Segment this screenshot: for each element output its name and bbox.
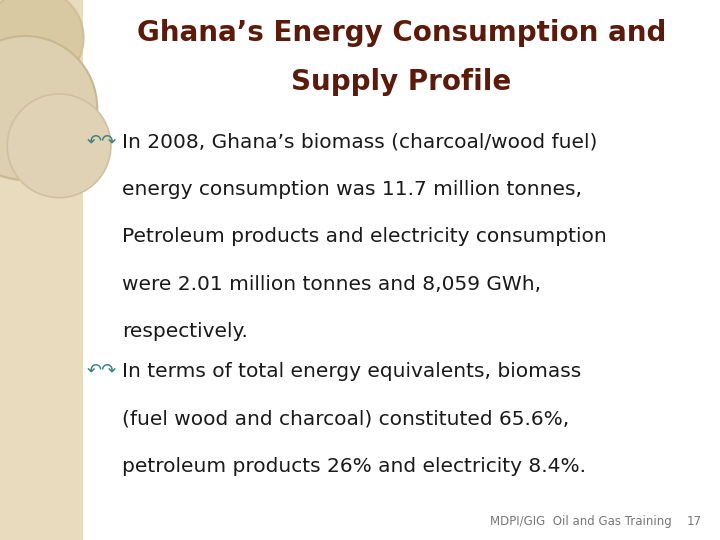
Ellipse shape — [0, 36, 97, 180]
Text: In 2008, Ghana’s biomass (charcoal/wood fuel): In 2008, Ghana’s biomass (charcoal/wood … — [122, 132, 598, 151]
Text: (fuel wood and charcoal) constituted 65.6%,: (fuel wood and charcoal) constituted 65.… — [122, 409, 570, 428]
Text: Ghana’s Energy Consumption and: Ghana’s Energy Consumption and — [137, 19, 666, 47]
Ellipse shape — [0, 0, 84, 87]
Text: Petroleum products and electricity consumption: Petroleum products and electricity consu… — [122, 227, 607, 246]
Bar — [0, 0, 83, 540]
Text: respectively.: respectively. — [122, 322, 248, 341]
Text: were 2.01 million tonnes and 8,059 GWh,: were 2.01 million tonnes and 8,059 GWh, — [122, 275, 541, 294]
Text: In terms of total energy equivalents, biomass: In terms of total energy equivalents, bi… — [122, 362, 582, 381]
Text: petroleum products 26% and electricity 8.4%.: petroleum products 26% and electricity 8… — [122, 457, 586, 476]
Text: ↶↷: ↶↷ — [86, 132, 117, 150]
Text: ↶↷: ↶↷ — [86, 362, 117, 380]
Text: energy consumption was 11.7 million tonnes,: energy consumption was 11.7 million tonn… — [122, 180, 582, 199]
Text: Supply Profile: Supply Profile — [292, 68, 511, 96]
Text: MDPI/GIG  Oil and Gas Training: MDPI/GIG Oil and Gas Training — [490, 515, 671, 528]
Text: 17: 17 — [687, 515, 702, 528]
Ellipse shape — [7, 94, 111, 198]
